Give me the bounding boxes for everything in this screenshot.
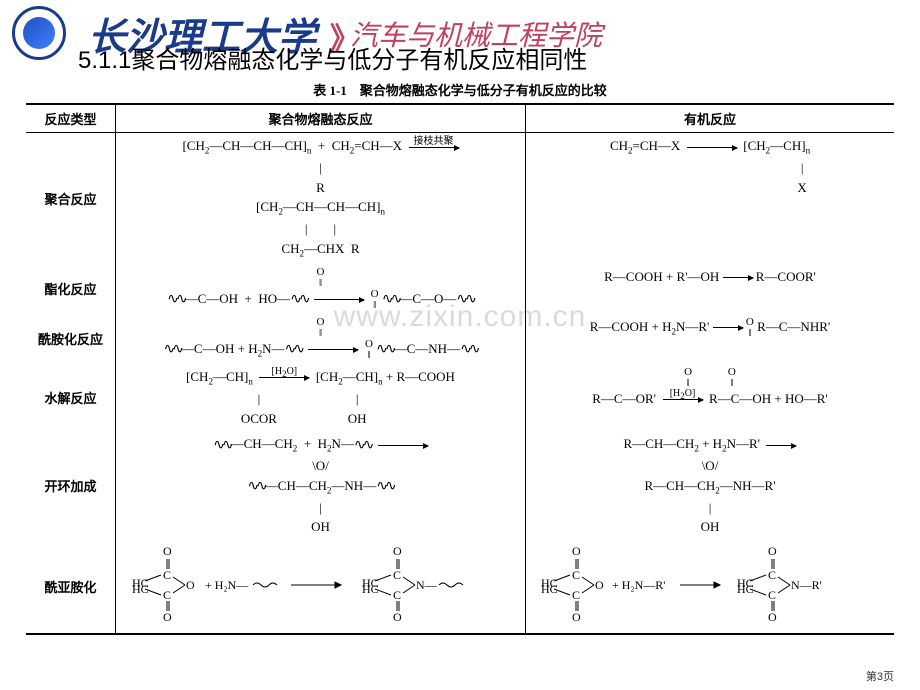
- svg-text:C: C: [163, 588, 171, 602]
- svg-text:O: O: [572, 544, 581, 558]
- svg-text:C: C: [768, 588, 776, 602]
- table-row: 开环加成 ∿∿—CH—CH2 + H2N—∿∿ \O/ ∿∿—CH—CH2—NH…: [26, 431, 894, 540]
- svg-text:O: O: [163, 610, 172, 624]
- row-label: 酰胺化反应: [26, 314, 116, 364]
- table-caption: 表 1-1 聚合物熔融态化学与低分子有机反应的比较: [0, 80, 920, 99]
- svg-text:+ H₂N—R': + H₂N—R': [612, 578, 665, 592]
- svg-text:O: O: [572, 610, 581, 624]
- row-label: 酰亚胺化: [26, 540, 116, 634]
- svg-text:C: C: [768, 568, 776, 582]
- imide-diagram-icon: O C HC HC C O O: [540, 543, 880, 625]
- col-reaction-type: 反应类型: [26, 105, 116, 132]
- col-polymer-reaction: 聚合物熔融态反应: [116, 105, 526, 132]
- svg-text:C: C: [393, 568, 401, 582]
- row-label: 水解反应: [26, 364, 116, 431]
- table-row: 聚合反应 [CH2—CH—CH—CH]n + CH2=CH—X 接枝共聚 | R…: [26, 133, 894, 264]
- slide-header: 长沙理工大学 》 汽车与机械工程学院 5.1.1聚合物熔融态化学与低分子有机反应…: [0, 0, 920, 78]
- polymer-formula: [CH2—CH—CH—CH]n + CH2=CH—X 接枝共聚 | R [CH2…: [116, 133, 526, 264]
- svg-text:HC: HC: [362, 582, 379, 596]
- table-body: 聚合反应 [CH2—CH—CH—CH]n + CH2=CH—X 接枝共聚 | R…: [26, 133, 894, 633]
- svg-text:HC: HC: [132, 582, 149, 596]
- svg-text:C: C: [163, 568, 171, 582]
- organic-formula: R—COOH + R'—OH R—COOR': [526, 264, 894, 314]
- svg-text:O: O: [393, 610, 402, 624]
- svg-text:HC: HC: [737, 582, 754, 596]
- polymer-formula: [CH2—CH]n [H2O] [CH2—CH]n + R—COOH | | O…: [116, 364, 526, 431]
- svg-text:O: O: [393, 544, 402, 558]
- svg-text:N—R': N—R': [791, 578, 822, 592]
- university-logo: [12, 6, 66, 60]
- imide-diagram-icon: O C HC HC C O O + H₂N—: [131, 543, 511, 625]
- svg-text:O: O: [768, 610, 777, 624]
- table-row: 酯化反应 O‖ ∿∿—C—OH + HO—∿∿ O‖ ∿∿—C—O—∿∿ R—C…: [26, 264, 894, 314]
- polymer-formula: ∿∿—CH—CH2 + H2N—∿∿ \O/ ∿∿—CH—CH2—NH—∿∿ |…: [116, 431, 526, 540]
- svg-text:HC: HC: [541, 582, 558, 596]
- table-row: 水解反应 [CH2—CH]n [H2O] [CH2—CH]n + R—COOH …: [26, 364, 894, 431]
- svg-text:O: O: [186, 578, 195, 592]
- organic-formula: R—COOH + H2N—R' O‖ R—C—NHR': [526, 314, 894, 364]
- section-title: 5.1.1聚合物熔融态化学与低分子有机反应相同性: [78, 40, 587, 75]
- logo-swirl-icon: [23, 17, 55, 49]
- col-organic-reaction: 有机反应: [526, 105, 894, 132]
- table-row: 酰胺化反应 O‖ ∿∿—C—OH + H2N—∿∿ O‖ ∿∿—C—NH—∿∿ …: [26, 314, 894, 364]
- row-label: 开环加成: [26, 431, 116, 540]
- svg-text:O: O: [595, 578, 604, 592]
- svg-text:O: O: [163, 544, 172, 558]
- table-row: 酰亚胺化 O C HC HC C O: [26, 540, 894, 634]
- organic-formula: O‖ O‖ R—C—OR' [H2O] R—C—OH + HO—R': [526, 364, 894, 431]
- comparison-table: 反应类型 聚合物熔融态反应 有机反应 聚合反应 [CH2—CH—CH—CH]n …: [26, 103, 894, 635]
- polymer-formula: O‖ ∿∿—C—OH + HO—∿∿ O‖ ∿∿—C—O—∿∿: [116, 264, 526, 314]
- svg-text:+ H₂N—: + H₂N—: [205, 578, 249, 592]
- organic-formula: CH2=CH—X [CH2—CH]n | X: [526, 133, 894, 264]
- svg-text:C: C: [572, 568, 580, 582]
- row-label: 酯化反应: [26, 264, 116, 314]
- polymer-formula: O‖ ∿∿—C—OH + H2N—∿∿ O‖ ∿∿—C—NH—∿∿: [116, 314, 526, 364]
- organic-formula: R—CH—CH2 + H2N—R' \O/ R—CH—CH2—NH—R' | O…: [526, 431, 894, 540]
- page-number: 第3页: [866, 668, 894, 684]
- svg-text:C: C: [393, 588, 401, 602]
- svg-text:N—: N—: [416, 578, 438, 592]
- row-label: 聚合反应: [26, 133, 116, 264]
- svg-text:O: O: [768, 544, 777, 558]
- polymer-formula: O C HC HC C O O + H₂N—: [116, 540, 526, 634]
- organic-formula: O C HC HC C O O: [526, 540, 894, 634]
- svg-text:C: C: [572, 588, 580, 602]
- table-header-row: 反应类型 聚合物熔融态反应 有机反应: [26, 105, 894, 133]
